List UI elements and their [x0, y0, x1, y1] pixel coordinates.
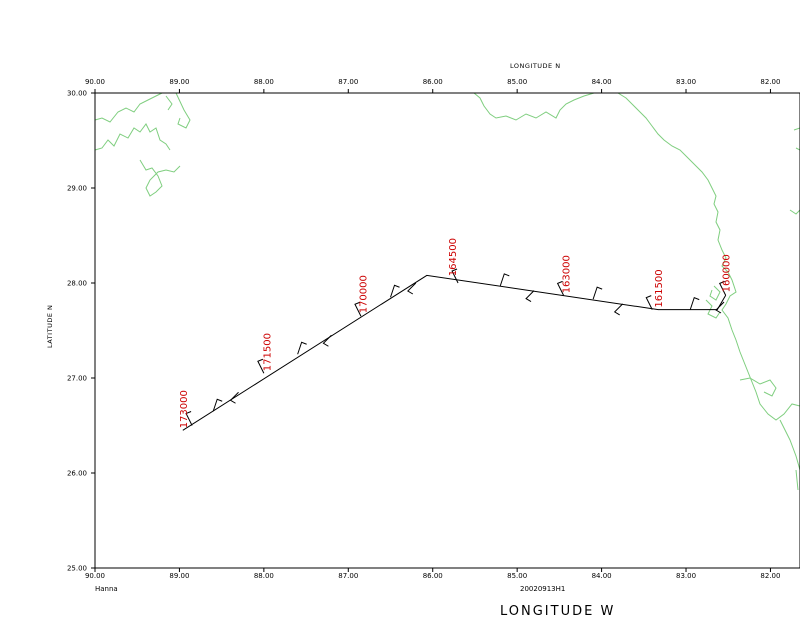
lat-tick-label: 26.00: [67, 470, 87, 478]
lon-tick-label-bottom: 90.00: [85, 572, 105, 580]
wind-barbs: [185, 268, 727, 426]
time-label: 161500: [654, 269, 665, 307]
lon-tick-label-top: 82.00: [760, 78, 780, 86]
lat-tick-label: 28.00: [67, 280, 87, 288]
lon-tick-label-top: 84.00: [592, 78, 612, 86]
time-label: 173000: [179, 390, 190, 428]
lon-tick-label-bottom: 85.00: [507, 572, 527, 580]
lon-tick-label-top: 88.00: [254, 78, 274, 86]
track-line: [182, 274, 727, 431]
time-label: 171500: [262, 333, 273, 371]
axis-ticks: 90.00 90.00 89.00 89.00 88.00 88.00 87.00 87.00…: [67, 78, 781, 580]
lon-tick-label-top: 89.00: [169, 78, 189, 86]
coastline-segment: [473, 92, 595, 121]
flight-track: [182, 274, 727, 431]
lon-tick-label-bottom: 84.00: [592, 572, 612, 580]
flight-id: 20020913H1: [520, 585, 565, 593]
lat-tick-label: 25.00: [67, 565, 87, 573]
coastline: [94, 92, 800, 491]
coastline-segment: [94, 92, 191, 197]
time-label: 160000: [722, 254, 733, 292]
wind-barb: [354, 301, 362, 317]
lon-tick-label-top: 85.00: [507, 78, 527, 86]
wind-barb: [229, 391, 239, 404]
lon-tick-label-top: 90.00: [85, 78, 105, 86]
wind-barb: [407, 282, 417, 295]
wind-barb: [257, 358, 265, 374]
wind-barb: [556, 280, 565, 296]
wind-barb: [212, 398, 223, 412]
time-label: 170000: [359, 275, 370, 313]
wind-barb: [525, 290, 535, 303]
wind-barb: [390, 284, 400, 298]
coastline-segment: [705, 285, 721, 319]
top-axis-title: LONGITUDE N: [510, 62, 561, 70]
lon-tick-label-bottom: 82.00: [760, 572, 780, 580]
time-labels: 160000 161500 163000 164500 170000 171500 1730…: [179, 238, 733, 428]
lon-tick-label-bottom: 88.00: [254, 572, 274, 580]
bottom-axis-title: LONGITUDE W: [500, 604, 615, 619]
time-label: 164500: [448, 238, 459, 276]
wind-barb: [719, 280, 727, 296]
wind-barb: [322, 334, 332, 347]
wind-barb: [592, 286, 603, 300]
wind-barb: [715, 301, 725, 314]
lon-tick-label-bottom: 83.00: [676, 572, 696, 580]
lon-tick-label-bottom: 86.00: [423, 572, 443, 580]
lon-tick-label-bottom: 89.00: [169, 572, 189, 580]
time-label: 163000: [561, 255, 572, 293]
left-axis-title: LATITUDE N: [46, 305, 54, 348]
lon-tick-label-bottom: 87.00: [338, 572, 358, 580]
storm-name: Hanna: [95, 585, 118, 593]
wind-barb: [689, 296, 700, 310]
coastline-segment: [617, 92, 800, 491]
wind-barb: [185, 411, 193, 426]
lon-tick-label-top: 86.00: [423, 78, 443, 86]
wind-barb: [451, 268, 459, 284]
plot-frame: [94, 92, 800, 569]
wind-barb: [645, 295, 653, 310]
wind-barb: [297, 341, 307, 355]
wind-barb: [499, 273, 510, 287]
lat-tick-label: 29.00: [67, 185, 87, 193]
lat-tick-label: 30.00: [67, 90, 87, 98]
lon-tick-label-top: 83.00: [676, 78, 696, 86]
lat-tick-label: 27.00: [67, 375, 87, 383]
wind-barb: [613, 303, 624, 316]
coastline-segment: [789, 127, 800, 215]
lon-tick-label-top: 87.00: [338, 78, 358, 86]
